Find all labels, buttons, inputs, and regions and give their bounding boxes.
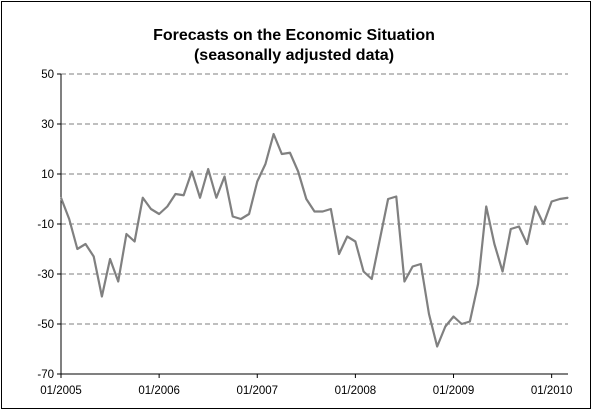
data-point bbox=[493, 243, 496, 245]
data-point bbox=[68, 218, 70, 220]
data-point bbox=[567, 197, 569, 199]
data-point bbox=[264, 163, 267, 165]
chart-subtitle: (seasonally adjusted data) bbox=[194, 47, 394, 64]
data-point bbox=[346, 235, 348, 238]
data-point bbox=[420, 263, 422, 265]
data-point bbox=[117, 280, 119, 283]
data-point bbox=[461, 323, 463, 325]
x-tick-label: 01/2007 bbox=[236, 385, 278, 397]
data-point bbox=[534, 205, 536, 208]
y-tick-label: 50 bbox=[41, 69, 54, 81]
data-point bbox=[60, 197, 62, 199]
data-point bbox=[485, 205, 487, 208]
data-point bbox=[477, 283, 479, 285]
x-tick-labels: 01/2005 01/2006 01/2007 01/2008 01/2009 01/20… bbox=[40, 385, 572, 397]
x-tick-label: 01/2010 bbox=[531, 385, 573, 397]
data-point bbox=[469, 320, 471, 323]
data-point bbox=[297, 170, 299, 173]
data-point bbox=[223, 175, 226, 178]
data-point bbox=[395, 195, 397, 198]
data-point bbox=[542, 223, 545, 225]
data-point bbox=[76, 248, 78, 250]
data-point bbox=[428, 313, 430, 315]
y-tick-label: -70 bbox=[37, 369, 54, 381]
data-point bbox=[273, 133, 275, 135]
data-point bbox=[215, 197, 217, 199]
data-point bbox=[93, 255, 95, 258]
data-point bbox=[158, 213, 160, 215]
data-point bbox=[379, 238, 381, 240]
gridlines bbox=[61, 73, 568, 325]
data-point bbox=[256, 180, 258, 183]
y-tick-label: -10 bbox=[37, 219, 54, 231]
data-point bbox=[166, 205, 168, 208]
data-point bbox=[362, 270, 365, 273]
data-point bbox=[559, 198, 561, 200]
data-point bbox=[142, 197, 144, 199]
data-point bbox=[354, 240, 356, 243]
data-point bbox=[452, 315, 455, 318]
data-point bbox=[387, 198, 389, 200]
data-point bbox=[207, 168, 209, 170]
y-tick-label: -30 bbox=[37, 269, 54, 281]
data-point bbox=[183, 194, 185, 196]
data-point bbox=[313, 210, 316, 213]
data-point bbox=[133, 240, 136, 243]
x-tick-label: 01/2009 bbox=[433, 385, 475, 397]
data-point bbox=[338, 253, 340, 255]
data-point bbox=[305, 198, 307, 200]
data-point bbox=[501, 270, 504, 273]
axes bbox=[57, 73, 568, 378]
data-point bbox=[150, 208, 152, 210]
series-line bbox=[59, 132, 569, 348]
y-tick-labels: 50 30 10 -10 -30 -50 -70 bbox=[37, 69, 54, 381]
data-point bbox=[436, 345, 438, 348]
data-point bbox=[289, 152, 291, 154]
x-tick-label: 01/2005 bbox=[40, 385, 82, 397]
data-point bbox=[518, 225, 520, 228]
data-point bbox=[240, 218, 242, 220]
series-layer bbox=[59, 132, 569, 348]
data-point bbox=[199, 197, 201, 199]
data-point bbox=[403, 280, 406, 283]
data-point bbox=[84, 243, 87, 245]
data-point bbox=[510, 228, 512, 230]
data-point bbox=[125, 233, 128, 235]
data-point bbox=[101, 295, 103, 298]
data-point bbox=[330, 208, 332, 210]
data-point bbox=[526, 243, 528, 245]
x-tick-label: 01/2008 bbox=[335, 385, 377, 397]
y-tick-label: -50 bbox=[37, 319, 54, 331]
data-point bbox=[371, 278, 373, 280]
y-tick-label: 10 bbox=[41, 169, 54, 181]
y-tick-label: 30 bbox=[41, 119, 54, 131]
data-point bbox=[174, 193, 177, 195]
data-point bbox=[191, 170, 193, 173]
data-point bbox=[248, 213, 250, 215]
data-point bbox=[412, 265, 414, 268]
chart-title: Forecasts on the Economic Situation bbox=[153, 27, 435, 44]
data-point bbox=[109, 258, 111, 260]
data-point bbox=[322, 210, 324, 213]
data-point bbox=[281, 153, 283, 155]
data-point bbox=[444, 325, 446, 328]
data-point bbox=[232, 215, 234, 218]
x-tick-label: 01/2006 bbox=[138, 385, 180, 397]
data-point bbox=[551, 200, 553, 203]
